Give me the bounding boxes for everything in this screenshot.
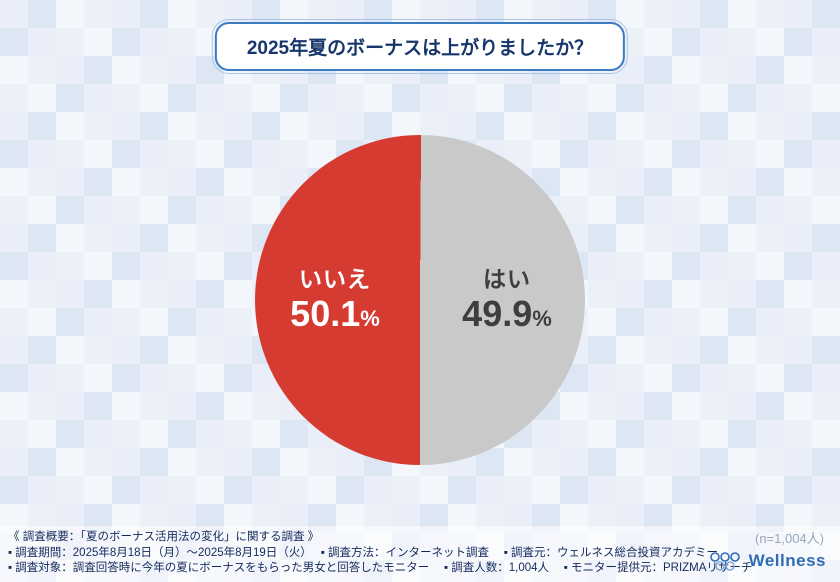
logo-text: Wellness xyxy=(748,551,826,570)
logo-dots-icon xyxy=(709,552,740,571)
slice-label-0: いいえ 50.1% xyxy=(290,267,380,333)
slice-0-name: いいえ xyxy=(298,266,371,293)
footer-line-3: ▪ 調査対象：調査回答時に今年の夏にボーナスをもらった男女と回答したモニター ▪… xyxy=(8,561,753,574)
chart-title: 2025年夏のボーナスは上がりましたか？ xyxy=(246,38,594,59)
slice-label-1: はい 49.9% xyxy=(462,267,552,333)
slice-0-value: 50.1% xyxy=(290,293,380,335)
wellness-logo: Wellness xyxy=(709,550,826,572)
survey-footer: 《 調査概要：「夏のボーナス活用法の変化」に関する調査 》 ▪ 調査期間：202… xyxy=(0,526,840,582)
title-banner: 2025年夏のボーナスは上がりましたか？ xyxy=(211,19,629,74)
slice-1-name: はい xyxy=(482,266,531,293)
slice-1-value: 49.9% xyxy=(462,293,552,335)
footer-line-2: ▪ 調査期間：2025年8月18日（月）～2025年8月19日（火） ▪ 調査方… xyxy=(8,546,718,559)
footer-line-1: 《 調査概要：「夏のボーナス活用法の変化」に関する調査 》 xyxy=(8,531,320,544)
pie-chart xyxy=(255,135,585,465)
